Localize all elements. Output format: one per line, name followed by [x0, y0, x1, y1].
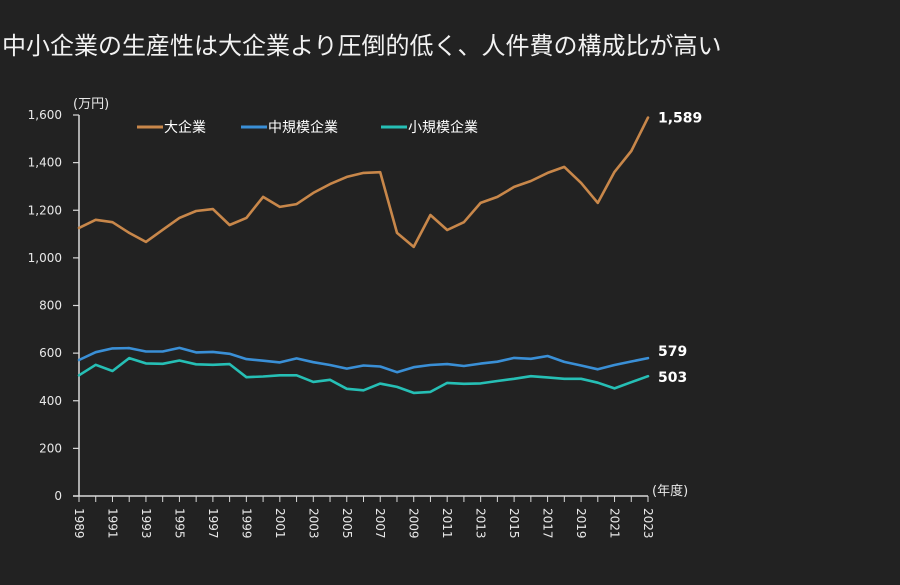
- x-tick-label: 2021: [608, 508, 622, 539]
- y-tick-label: 0: [54, 489, 62, 503]
- x-tick-label: 2011: [440, 508, 454, 539]
- y-tick-label: 800: [39, 299, 62, 313]
- legend-label: 大企業: [164, 119, 206, 136]
- x-tick-label: 2009: [407, 508, 421, 539]
- y-tick-label: 200: [39, 441, 62, 455]
- chart-title: 中小企業の生産性は大企業より圧倒的低く、人件費の構成比が高い: [2, 32, 722, 60]
- y-tick-label: 600: [39, 346, 62, 360]
- series-lines: [77, 116, 650, 395]
- y-tick-label: 1,600: [28, 108, 62, 122]
- x-tick-label: 1989: [72, 508, 86, 539]
- x-tick-label: 2007: [373, 508, 387, 539]
- x-tick-label: 2005: [340, 508, 354, 539]
- x-tick-label: 2003: [306, 508, 320, 539]
- y-tick-label: 1,200: [28, 203, 62, 217]
- y-tick-label: 1,400: [28, 156, 62, 170]
- y-ticks: 0 200 400 600 800 1,000 1,200 1,400 1,600: [28, 108, 79, 503]
- y-axis-unit-label: (万円): [73, 97, 109, 112]
- y-tick-label: 400: [39, 394, 62, 408]
- legend: 大企業 中規模企業 小規模企業: [137, 119, 478, 136]
- x-axis-unit-label: (年度): [652, 483, 688, 499]
- x-tick-label: 1997: [206, 508, 220, 539]
- end-value-label: 503: [658, 370, 687, 386]
- end-value-label: 579: [658, 344, 687, 360]
- x-tick-label: 2017: [541, 508, 555, 539]
- x-tick-label: 2015: [507, 508, 521, 539]
- series-line-2: [77, 346, 650, 374]
- x-tick-label: 2023: [641, 508, 655, 539]
- end-labels: 1,589 579 503: [658, 111, 702, 387]
- end-value-label: 1,589: [658, 111, 702, 127]
- legend-label: 小規模企業: [408, 119, 478, 136]
- x-tick-label: 1993: [139, 508, 153, 539]
- axes: [73, 115, 648, 497]
- series-line-1: [77, 116, 650, 249]
- series-line-3: [77, 356, 650, 395]
- x-tick-label: 1995: [172, 508, 186, 539]
- x-tick-label: 1999: [239, 508, 253, 539]
- y-tick-label: 1,000: [28, 251, 62, 265]
- x-tick-label: 2013: [474, 508, 488, 539]
- x-tick-label: 2019: [574, 508, 588, 539]
- x-tick-label: 2001: [273, 508, 287, 539]
- x-ticks: 1989 1991 1993 1995 1997 1999 2001 2003 2005 2007…: [72, 496, 655, 539]
- x-tick-label: 1991: [105, 508, 119, 539]
- legend-label: 中規模企業: [268, 119, 338, 136]
